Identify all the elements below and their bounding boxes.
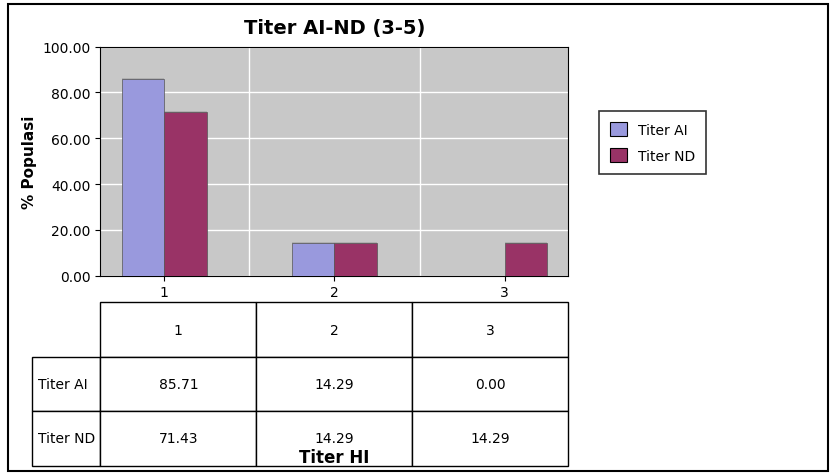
Text: Titer HI: Titer HI (299, 448, 370, 466)
Title: Titer AI-ND (3-5): Titer AI-ND (3-5) (244, 19, 425, 38)
Y-axis label: % Populasi: % Populasi (22, 115, 37, 208)
Bar (164, 113, 206, 276)
Legend: Titer AI, Titer ND: Titer AI, Titer ND (599, 112, 706, 175)
Bar (334, 243, 377, 276)
Bar (505, 243, 548, 276)
Bar (292, 243, 334, 276)
Bar (121, 80, 164, 276)
